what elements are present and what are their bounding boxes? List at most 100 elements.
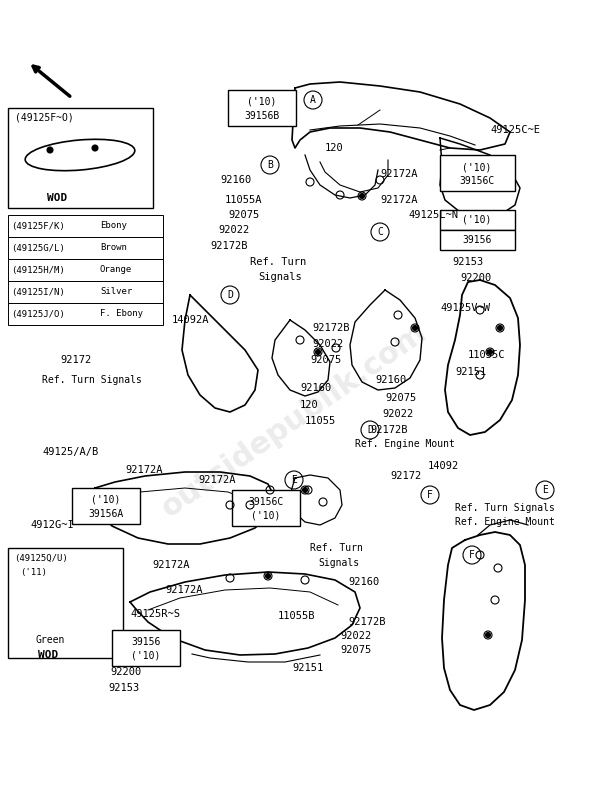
Text: 39156B: 39156B <box>244 111 280 121</box>
Circle shape <box>488 349 492 355</box>
Text: (49125H/M): (49125H/M) <box>11 265 65 275</box>
Text: 92022: 92022 <box>340 631 371 641</box>
Text: ('10): ('10) <box>462 162 492 172</box>
Text: D: D <box>367 425 373 435</box>
Text: Ref. Engine Mount: Ref. Engine Mount <box>455 517 555 527</box>
Text: Signals: Signals <box>258 272 302 282</box>
Text: (49125G/L): (49125G/L) <box>11 244 65 252</box>
Text: 49125V~W: 49125V~W <box>440 303 490 313</box>
Text: Ebony: Ebony <box>100 221 127 230</box>
Circle shape <box>359 193 365 198</box>
Text: 92172B: 92172B <box>370 425 408 435</box>
Text: 92075: 92075 <box>310 355 341 365</box>
Text: 14092A: 14092A <box>172 315 210 325</box>
Text: outsidepublik.com: outsidepublik.com <box>156 317 432 523</box>
Text: E: E <box>291 475 297 485</box>
Text: 39156C: 39156C <box>459 176 495 186</box>
Text: ('10): ('10) <box>252 511 281 521</box>
Text: ('11): ('11) <box>20 567 47 577</box>
Text: 92172: 92172 <box>60 355 91 365</box>
Text: 49125/A/B: 49125/A/B <box>42 447 98 457</box>
Text: 39156: 39156 <box>131 637 161 647</box>
Circle shape <box>266 574 270 578</box>
Text: Ref. Engine Mount: Ref. Engine Mount <box>355 439 455 449</box>
Bar <box>8 281 163 303</box>
Text: 92022: 92022 <box>218 225 249 235</box>
Text: 92075: 92075 <box>228 210 259 220</box>
Text: 92075: 92075 <box>385 393 416 403</box>
Text: 92153: 92153 <box>108 683 139 693</box>
Bar <box>8 108 153 208</box>
Text: 92172A: 92172A <box>165 585 203 595</box>
Text: (49125F~O): (49125F~O) <box>15 113 74 123</box>
Text: E: E <box>542 485 548 495</box>
Circle shape <box>92 145 98 151</box>
Text: ('10): ('10) <box>247 97 277 107</box>
Text: Ref. Turn Signals: Ref. Turn Signals <box>455 503 555 513</box>
Bar <box>8 215 163 237</box>
Text: F. Ebony: F. Ebony <box>100 309 143 319</box>
Text: 92172A: 92172A <box>380 195 418 205</box>
Text: (49125F/K): (49125F/K) <box>11 221 65 230</box>
Text: 49125L~N: 49125L~N <box>408 210 458 220</box>
Bar <box>232 490 300 526</box>
Text: F: F <box>469 550 475 560</box>
Text: 11055A: 11055A <box>225 195 263 205</box>
Text: 92200: 92200 <box>460 273 491 283</box>
Text: 92160: 92160 <box>300 383 331 393</box>
Text: B: B <box>267 160 273 170</box>
Text: 92022: 92022 <box>312 339 343 349</box>
Text: 14092: 14092 <box>428 461 459 471</box>
Bar <box>8 303 163 325</box>
Text: 92153: 92153 <box>452 257 483 267</box>
Text: 92160: 92160 <box>375 375 406 385</box>
Text: Ref. Turn: Ref. Turn <box>310 543 363 553</box>
Text: Silver: Silver <box>100 288 133 296</box>
Text: 39156: 39156 <box>462 235 492 245</box>
Text: 92200: 92200 <box>110 667 141 677</box>
Text: 92022: 92022 <box>382 409 413 419</box>
Text: 92172B: 92172B <box>210 241 247 251</box>
Circle shape <box>316 349 320 355</box>
Text: 92172B: 92172B <box>348 617 385 627</box>
Text: 92172A: 92172A <box>380 169 418 179</box>
Text: 120: 120 <box>300 400 319 410</box>
Text: Brown: Brown <box>100 244 127 252</box>
Bar <box>440 210 515 230</box>
Text: 11055C: 11055C <box>468 350 505 360</box>
Text: C: C <box>377 227 383 237</box>
Text: 39156A: 39156A <box>88 509 124 519</box>
Circle shape <box>47 147 53 153</box>
Bar <box>72 488 140 524</box>
Bar <box>8 548 123 658</box>
Bar <box>8 259 163 281</box>
Text: D: D <box>227 290 233 300</box>
Text: 92172: 92172 <box>390 471 421 481</box>
Text: 49125R~S: 49125R~S <box>130 609 180 619</box>
Text: (49125I/N): (49125I/N) <box>11 288 65 296</box>
Text: Ref. Turn: Ref. Turn <box>250 257 306 267</box>
Text: Green: Green <box>35 635 64 645</box>
Text: WOD: WOD <box>38 650 58 660</box>
Text: 92160: 92160 <box>220 175 252 185</box>
Text: WOD: WOD <box>47 193 67 203</box>
Text: 120: 120 <box>325 143 344 153</box>
Text: 49125C~E: 49125C~E <box>490 125 540 135</box>
Text: 92172B: 92172B <box>312 323 349 333</box>
Text: 11055: 11055 <box>305 416 336 426</box>
Text: 92151: 92151 <box>455 367 487 377</box>
Text: Signals: Signals <box>318 558 359 568</box>
Text: ('10): ('10) <box>91 495 121 505</box>
Bar <box>228 90 296 126</box>
Text: 92075: 92075 <box>340 645 371 655</box>
Circle shape <box>498 325 502 331</box>
Text: A: A <box>310 95 316 105</box>
Text: 92172A: 92172A <box>198 475 236 485</box>
Bar <box>440 230 515 250</box>
Text: (49125J/O): (49125J/O) <box>11 309 65 319</box>
Text: 39156C: 39156C <box>249 497 284 507</box>
Text: 4912G~I: 4912G~I <box>30 520 74 530</box>
Bar <box>440 155 515 191</box>
Text: ('10): ('10) <box>131 651 161 661</box>
Text: Orange: Orange <box>100 265 133 275</box>
